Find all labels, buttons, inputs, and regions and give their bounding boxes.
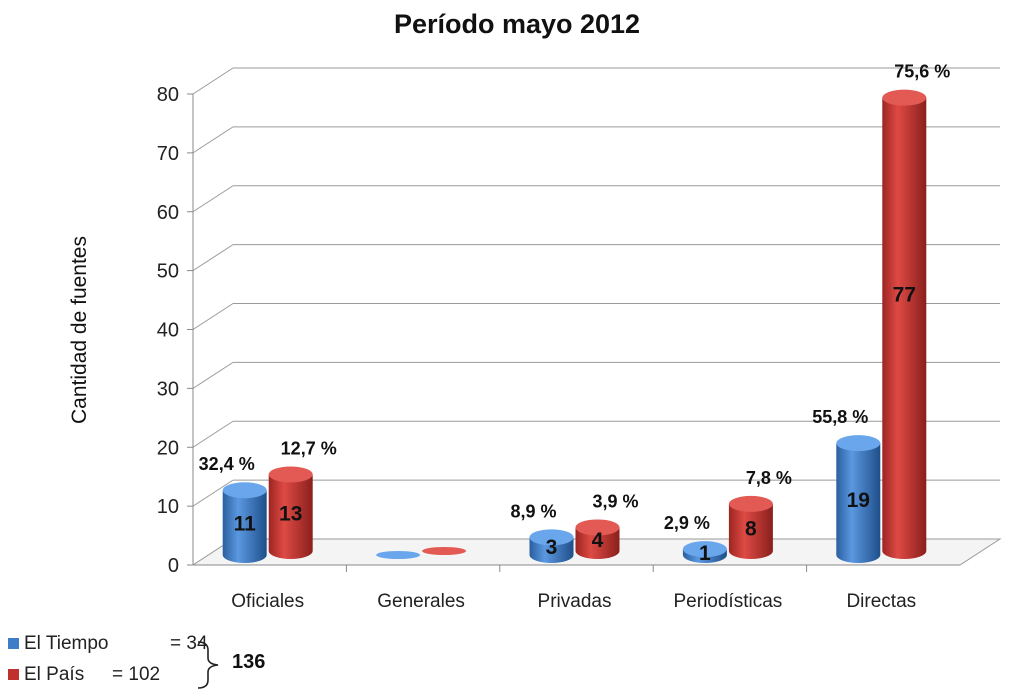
gridlines: [192, 67, 1000, 566]
category-label: Privadas: [538, 591, 612, 612]
gridline-side: [192, 185, 234, 213]
legend-swatch-el-pais: [8, 669, 19, 681]
category-label: Periodísticas: [674, 591, 783, 612]
bar-top-el-tiempo: [376, 551, 421, 559]
category-label: Generales: [377, 591, 465, 612]
percent-label: 75,6 %: [894, 62, 950, 82]
bars: [222, 89, 927, 563]
bar-el-pa-s: [728, 503, 773, 559]
percent-label: 55,8 %: [812, 407, 868, 427]
value-label: 1: [699, 542, 711, 565]
gridline-side: [192, 479, 234, 507]
y-tick-label: 30: [157, 378, 179, 400]
gridline-side: [192, 361, 234, 389]
y-axis-label: Cantidad de fuentes: [68, 236, 91, 424]
y-tick-label: 10: [157, 496, 179, 518]
category-labels: Oficiales Generales Privadas Periodísticas D…: [231, 591, 916, 612]
bar-top-el-tiempo: [836, 435, 881, 452]
bar-top-el-tiempo: [682, 541, 727, 558]
legend-label: El País: [24, 664, 85, 685]
legend-item-el-pais: El País = 102: [8, 659, 160, 690]
y-tick-label: 0: [168, 555, 179, 577]
bar-el-pa-s: [882, 97, 927, 559]
category-label: Oficiales: [231, 591, 304, 612]
bar-el-pa-s: [268, 474, 313, 559]
bar-top-el-pa-s: [422, 547, 467, 555]
bar-el-tiempo: [222, 490, 267, 563]
bar-top-el-tiempo: [222, 482, 267, 499]
value-label: 8: [745, 517, 757, 540]
percent-label: 7,8 %: [746, 468, 792, 488]
y-tick-label: 40: [157, 320, 179, 342]
bar-top-el-pa-s: [268, 466, 313, 483]
chart-title: Período mayo 2012: [394, 9, 640, 39]
legend-equals: = 34: [170, 633, 208, 654]
percent-label: 8,9 %: [510, 501, 556, 521]
legend-total: 136: [232, 651, 266, 673]
bar-top-el-pa-s: [882, 89, 927, 106]
legend-label: El Tiempo: [24, 633, 109, 654]
value-label: 77: [893, 284, 916, 307]
value-label: 13: [279, 503, 302, 526]
y-tick-label: 70: [157, 143, 179, 165]
value-label: 3: [546, 536, 558, 559]
bar-el-pa-s: [575, 527, 620, 559]
y-tick-label: 80: [157, 84, 179, 106]
y-tick-label: 20: [157, 437, 179, 459]
legend-swatch-el-tiempo: [8, 638, 19, 650]
gridline-side: [192, 303, 234, 330]
legend-equals: = 102: [112, 664, 161, 685]
gridline-side: [192, 67, 234, 95]
y-tick-label: 50: [157, 261, 179, 283]
value-label: 4: [592, 529, 604, 552]
percent-label: 2,9 %: [664, 513, 710, 533]
data-labels: 11 32,4 % 13 12,7 % 3 8,9 % 4 3,9 % 1 2,9 % 8 7,8 %…: [199, 62, 951, 565]
bar-top-el-tiempo: [529, 529, 574, 546]
gridline-side: [192, 420, 234, 448]
percent-label: 3,9 %: [592, 491, 638, 511]
percent-label: 32,4 %: [199, 454, 255, 474]
bar-el-tiempo: [836, 443, 881, 563]
bar-top-el-pa-s: [728, 495, 773, 512]
bar-top-el-pa-s: [575, 519, 620, 536]
legend: El Tiempo = 34 El País = 102: [8, 628, 208, 690]
gridline-side: [192, 244, 234, 272]
y-tick-label: 60: [157, 202, 179, 224]
y-tick-labels: 0 10 20 30 40 50 60 70 80: [157, 84, 179, 577]
value-label: 19: [847, 489, 870, 512]
value-label: 11: [234, 513, 257, 536]
brace-icon: [197, 641, 219, 689]
category-label: Directas: [846, 591, 916, 612]
gridline-side: [192, 126, 234, 154]
legend-item-el-tiempo: El Tiempo = 34: [8, 628, 208, 659]
percent-label: 12,7 %: [281, 438, 337, 458]
